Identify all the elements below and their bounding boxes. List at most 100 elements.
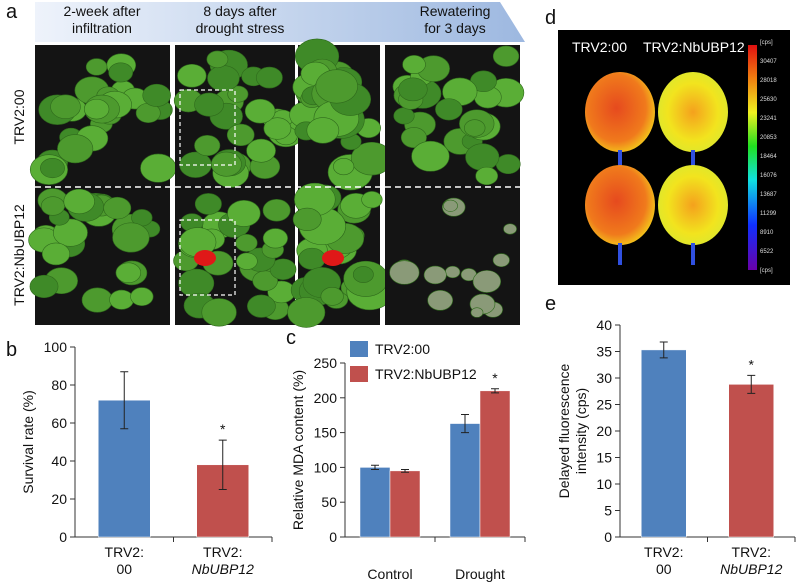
legend-label: TRV2:00	[375, 341, 430, 357]
y-tick-label: 60	[51, 415, 67, 431]
y-tick-label: 20	[51, 491, 67, 507]
leaf-stem	[618, 243, 622, 265]
error-bar	[218, 439, 227, 490]
colorbar-label: 11299	[760, 211, 777, 217]
leaf	[207, 65, 240, 92]
y-tick-label: 40	[596, 317, 612, 333]
column-header: drought stress	[196, 20, 285, 36]
error-bar	[401, 468, 409, 473]
x-tick-label: 00	[656, 561, 672, 577]
leaf	[83, 98, 110, 120]
leaf	[178, 268, 215, 298]
leaf	[464, 119, 486, 137]
error-bar	[491, 388, 499, 394]
leaf	[306, 117, 340, 144]
colorbar-label: 8910	[760, 230, 774, 236]
leaf	[492, 253, 510, 268]
leaf	[140, 153, 177, 183]
leaf	[423, 265, 447, 285]
leaf	[262, 228, 288, 249]
legend-label: TRV2:NbUBP12	[375, 366, 477, 382]
bar	[479, 390, 511, 538]
leaf	[298, 247, 326, 270]
red-marker	[322, 250, 344, 266]
colorbar-label: 6522	[760, 249, 774, 255]
y-tick-label: 0	[329, 529, 337, 545]
leaf	[389, 260, 420, 285]
y-tick-label: 250	[314, 355, 338, 371]
leaf	[244, 98, 276, 124]
column-header: infiltration	[72, 20, 132, 36]
leaf	[393, 107, 415, 125]
colorbar-label: [cps]	[760, 268, 773, 274]
leaf	[292, 207, 322, 231]
y-tick-label: 25	[596, 397, 612, 413]
y-tick-label: 40	[51, 453, 67, 469]
leaf	[445, 265, 461, 279]
bar	[449, 423, 481, 538]
legend-swatch	[350, 366, 368, 382]
image-label: TRV2:NbUBP12	[643, 39, 745, 55]
leaf	[492, 45, 520, 67]
y-tick-label: 35	[596, 344, 612, 360]
leaf	[81, 287, 113, 313]
leaf	[112, 222, 150, 253]
leaf	[52, 218, 88, 247]
leaf	[194, 92, 224, 117]
error-bar	[659, 341, 668, 359]
x-tick-label: TRV2:	[644, 544, 683, 560]
leaf	[361, 191, 383, 209]
x-tick-label: TRV2:	[732, 544, 771, 560]
red-marker	[194, 250, 216, 266]
leaf	[194, 193, 222, 215]
leaf	[206, 50, 229, 69]
colorbar-label: [cps]	[760, 40, 773, 46]
fluorescence-panel: TRV2:00 TRV2:NbUBP12 [cps] 30407 28018 25630 2…	[558, 30, 790, 285]
leaf	[470, 307, 484, 318]
x-tick-label: Drought	[455, 566, 505, 582]
leaf	[352, 266, 374, 283]
leaf	[411, 140, 450, 172]
column-header: 2-week after	[63, 3, 140, 19]
image-label: TRV2:00	[572, 39, 627, 55]
leaf	[400, 127, 427, 148]
leaf	[115, 262, 142, 284]
leaf	[255, 66, 283, 89]
leaf	[40, 196, 65, 216]
leaf	[210, 151, 242, 177]
error-bar	[371, 464, 379, 470]
column-header: Rewatering	[420, 3, 491, 19]
leaf-image	[585, 165, 655, 245]
panel-label: d	[545, 7, 556, 29]
y-axis-label: Delayed fluorescence	[556, 363, 572, 498]
leaf	[177, 63, 207, 88]
leaf	[29, 274, 59, 299]
leaf	[201, 298, 237, 327]
x-tick-label: NbUBP12	[720, 561, 782, 577]
y-tick-label: 150	[314, 425, 338, 441]
colorbar-label: 28018	[760, 78, 777, 84]
zoom-box	[179, 89, 236, 166]
y-axis-label: intensity (cps)	[573, 388, 589, 474]
x-tick-label: Control	[367, 566, 412, 582]
significance-mark: *	[749, 356, 755, 372]
row-label: TRV2:00	[11, 89, 27, 144]
bar	[641, 349, 687, 538]
bar	[728, 384, 774, 538]
panel-label: b	[6, 339, 17, 361]
leaf	[103, 196, 132, 220]
colorbar-label: 30407	[760, 59, 777, 65]
x-tick-label: TRV2:	[203, 544, 242, 560]
column-header: 8 days after	[203, 3, 276, 19]
y-axis-label: Survival rate (%)	[20, 390, 36, 493]
leaf	[108, 62, 134, 83]
leaf	[236, 252, 258, 270]
leaf-image	[585, 72, 655, 152]
leaf	[130, 287, 154, 307]
leaf	[50, 94, 81, 119]
y-tick-label: 10	[596, 476, 612, 492]
y-tick-label: 20	[596, 423, 612, 439]
leaf	[472, 270, 502, 293]
